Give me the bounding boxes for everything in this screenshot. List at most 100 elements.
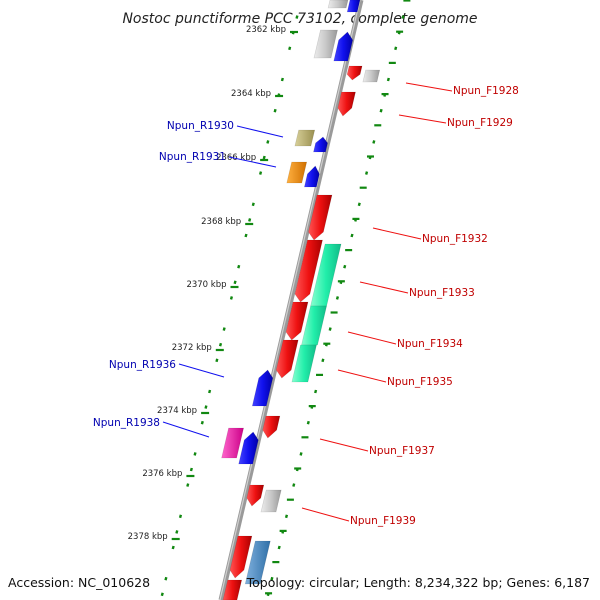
gene-features: [221, 0, 381, 600]
minor-tick-left: [215, 358, 219, 363]
gene-grey-1: [313, 29, 338, 59]
reverse-gene-label: Npun_R1930: [167, 120, 234, 132]
forward-label-leader: [359, 281, 409, 294]
gene-red-bottom: [222, 579, 243, 600]
accession-label: Accession: NC_010628: [8, 575, 150, 590]
kbp-tick-label: 2370 kbp: [186, 280, 226, 290]
minor-tick-right: [394, 46, 398, 51]
gene-blue-1938: [238, 431, 259, 465]
gene-blue-1931: [304, 165, 320, 188]
reverse-label-leader: [228, 156, 277, 168]
kbp-tick-label: 2364 kbp: [231, 89, 271, 99]
gene-blue-top: [346, 0, 361, 13]
gene-red-1928: [346, 65, 363, 81]
gene-red-1933: [294, 239, 323, 303]
gene-grey-2: [362, 69, 381, 83]
forward-gene-label: Npun_F1932: [422, 233, 488, 245]
minor-tick-right: [321, 358, 325, 363]
kbp-tick-label: 2368 kbp: [201, 217, 241, 227]
minor-tick-right: [284, 514, 289, 519]
minor-tick-left: [189, 467, 193, 472]
forward-gene-label: Npun_F1929: [447, 117, 513, 129]
minor-tick-right: [343, 264, 347, 269]
minor-tick-left: [244, 233, 248, 238]
minor-tick-left: [160, 592, 164, 597]
gene-blue-1936: [251, 369, 274, 407]
gene-red-1937: [262, 415, 281, 439]
forward-gene-label: Npun_F1937: [369, 445, 435, 457]
minor-tick-left: [248, 218, 252, 222]
minor-tick-left: [295, 15, 299, 19]
minor-tick-right: [335, 296, 339, 300]
gene-red-1932: [308, 194, 333, 241]
forward-label-leader: [372, 227, 422, 240]
minor-tick-left: [218, 342, 223, 347]
kbp-tick-label: 2376 kbp: [142, 469, 182, 479]
minor-tick-right: [386, 77, 390, 82]
gene-blue-1: [333, 31, 354, 62]
minor-tick-left: [175, 530, 179, 534]
gene-orange-1931: [286, 161, 308, 184]
reverse-label-leader: [162, 421, 210, 438]
minor-tick-right: [314, 389, 318, 394]
minor-tick-left: [222, 327, 226, 331]
minor-tick-right: [365, 171, 369, 175]
gene-olive-1930: [294, 129, 316, 147]
gene-red-1939: [246, 484, 265, 507]
minor-tick-left: [164, 576, 168, 581]
minor-tick-left: [178, 514, 183, 519]
minor-tick-left: [259, 171, 263, 175]
reverse-label-leader: [236, 125, 284, 138]
reverse-gene-label: Npun_R1931: [159, 151, 226, 163]
gene-rna-1935: [291, 344, 317, 383]
gene-rna-1934: [301, 305, 327, 346]
forward-label-leader: [337, 369, 387, 383]
forward-gene-label: Npun_F1939: [350, 515, 416, 527]
forward-label-leader: [347, 331, 397, 345]
minor-tick-left: [200, 420, 204, 425]
forward-label-leader: [398, 114, 447, 124]
kbp-tick-label: 2374 kbp: [157, 406, 197, 416]
gene-red-1940: [229, 535, 253, 579]
kbp-tick-label: 2362 kbp: [246, 25, 286, 35]
minor-tick-right: [292, 483, 296, 487]
minor-tick-left: [193, 452, 197, 456]
gene-steel-1940: [244, 540, 271, 585]
minor-tick-left: [266, 140, 270, 144]
kbp-tick-label: 2372 kbp: [172, 343, 212, 353]
gene-red-1929: [337, 91, 356, 117]
minor-tick-right: [270, 576, 274, 581]
gene-labels: Npun_R1930 Npun_R1931 Npun_R1936 Npun_R1938…: [93, 82, 519, 527]
minor-tick-right: [328, 327, 332, 331]
reverse-gene-label: Npun_R1936: [109, 359, 176, 371]
minor-tick-right: [372, 140, 376, 144]
genome-backbone-highlight: [219, 0, 361, 600]
minor-tick-left: [251, 202, 255, 207]
minor-tick-left: [208, 389, 212, 394]
forward-gene-label: Npun_F1935: [387, 376, 453, 388]
forward-gene-label: Npun_F1933: [409, 287, 475, 299]
minor-tick-left: [204, 405, 208, 409]
minor-tick-left: [171, 545, 175, 550]
minor-tick-right: [357, 202, 361, 207]
minor-tick-right: [379, 108, 383, 113]
minor-tick-right: [350, 233, 354, 238]
gene-red-1935: [275, 339, 299, 379]
minor-tick-right: [306, 420, 310, 425]
minor-tick-left: [262, 155, 266, 160]
topology-label: Topology: circular; Length: 8,234,322 bp…: [246, 575, 590, 590]
minor-tick-left: [273, 108, 277, 113]
reverse-gene-label: Npun_R1938: [93, 417, 160, 429]
forward-gene-label: Npun_F1934: [397, 338, 463, 350]
kbp-tick-label: 2378 kbp: [128, 532, 168, 542]
minor-tick-left: [233, 280, 237, 285]
reverse-label-leader: [178, 363, 225, 378]
minor-tick-right: [401, 15, 405, 19]
gene-blue-1930: [313, 136, 328, 153]
minor-tick-right: [277, 545, 281, 550]
minor-tick-left: [288, 46, 292, 51]
minor-tick-left: [280, 77, 284, 82]
gene-red-1934: [285, 301, 309, 341]
